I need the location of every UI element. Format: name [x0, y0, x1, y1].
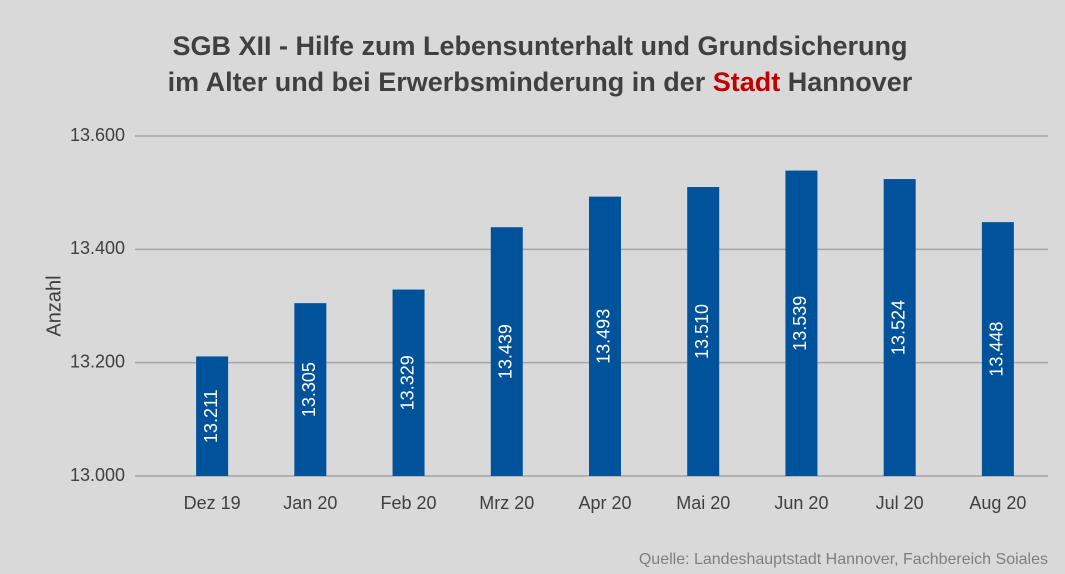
y-tick-label: 13.200: [70, 351, 125, 371]
bar: [687, 187, 720, 476]
x-tick-label: Mai 20: [676, 493, 730, 513]
x-tick-label: Jun 20: [774, 493, 828, 513]
value-label: 13.329: [397, 355, 417, 410]
title-part: Hannover: [788, 67, 913, 97]
x-tick-label: Mrz 20: [479, 493, 534, 513]
value-label: 13.211: [201, 389, 221, 443]
value-label: 13.448: [987, 322, 1007, 377]
bar: [883, 179, 916, 477]
y-tick-label: 13.600: [70, 125, 125, 145]
y-axis-label: Anzahl: [43, 275, 65, 336]
chart-title-line: im Alter und bei Erwerbsminderung in der…: [168, 67, 913, 97]
bar: [589, 196, 621, 476]
bar: [490, 227, 523, 476]
bar: [392, 289, 425, 476]
value-label: 13.305: [299, 362, 319, 417]
value-label: 13.439: [496, 324, 516, 379]
x-tick-label: Aug 20: [969, 493, 1026, 513]
bar: [294, 303, 327, 476]
x-tick-label: Feb 20: [381, 493, 437, 513]
x-tick-label: Jan 20: [283, 493, 337, 513]
bar: [981, 222, 1014, 476]
value-label: 13.539: [790, 296, 810, 351]
y-tick-label: 13.400: [70, 238, 125, 258]
bar: [196, 356, 229, 476]
x-tick-label: Apr 20: [578, 493, 631, 513]
x-tick-label: Jul 20: [876, 493, 924, 513]
title-highlight: Stadt: [713, 67, 781, 97]
value-label: 13.524: [888, 300, 908, 355]
x-tick-label: Dez 19: [184, 493, 241, 513]
chart-title: SGB XII - Hilfe zum Lebensunterhalt und …: [172, 31, 907, 61]
title-part: im Alter und bei Erwerbsminderung in der: [168, 67, 706, 97]
value-label: 13.510: [692, 304, 712, 359]
y-tick-label: 13.000: [70, 465, 125, 485]
value-label: 13.493: [594, 309, 614, 364]
source: Quelle: Landeshauptstadt Hannover, Fachb…: [639, 551, 1048, 568]
bar: [785, 170, 818, 477]
